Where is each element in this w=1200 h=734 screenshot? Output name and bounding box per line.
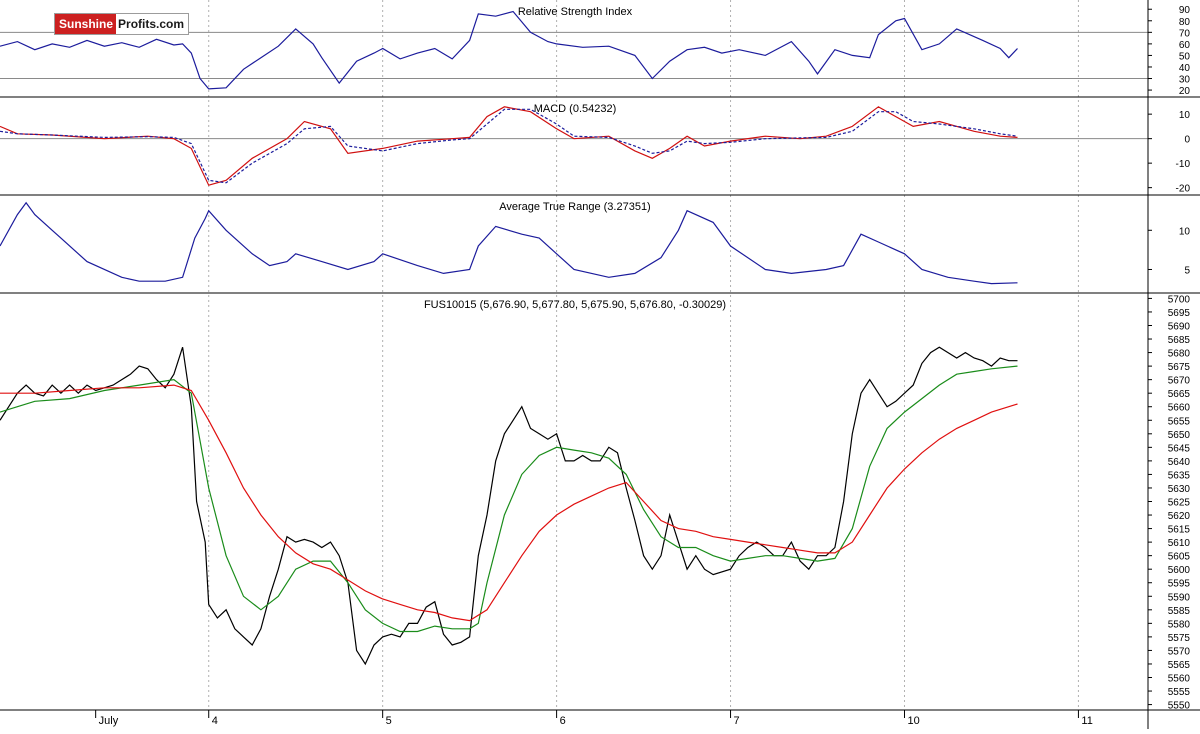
x-tick-label: 6 <box>560 715 566 727</box>
y-tick-label: 5700 <box>1168 294 1191 305</box>
y-tick-label: 5660 <box>1168 403 1191 414</box>
y-tick-label: 5555 <box>1168 687 1191 698</box>
y-tick-label: 5680 <box>1168 349 1191 360</box>
y-tick-label: 10 <box>1179 110 1191 121</box>
y-tick-label: 5695 <box>1168 308 1191 319</box>
panel-title: Relative Strength Index <box>518 6 633 18</box>
y-tick-label: 90 <box>1179 5 1191 16</box>
sunshine-profits-logo: Sunshine Profits.com <box>54 13 190 35</box>
y-tick-label: 5575 <box>1168 633 1191 644</box>
y-tick-label: 5640 <box>1168 457 1191 468</box>
logo-part-profits: Profits.com <box>118 17 185 31</box>
y-tick-label: 30 <box>1179 75 1191 86</box>
y-tick-label: 5580 <box>1168 619 1191 630</box>
x-tick-label: 7 <box>734 715 740 727</box>
y-tick-label: 5615 <box>1168 525 1191 536</box>
y-tick-label: 5690 <box>1168 321 1191 332</box>
price-line <box>0 346 1018 666</box>
y-tick-label: 5595 <box>1168 579 1191 590</box>
y-tick-label: -10 <box>1176 159 1191 170</box>
panel-title: MACD (0.54232) <box>534 103 617 115</box>
y-tick-label: 5570 <box>1168 646 1191 657</box>
long-ma-line <box>0 384 1018 622</box>
y-tick-label: 5600 <box>1168 565 1191 576</box>
y-tick-label: 5620 <box>1168 511 1191 522</box>
panel-title: FUS10015 (5,676.90, 5,677.80, 5,675.90, … <box>424 299 726 311</box>
y-tick-label: -20 <box>1176 184 1191 195</box>
y-tick-label: 50 <box>1179 51 1191 62</box>
y-tick-label: 60 <box>1179 40 1191 51</box>
x-tick-label: 4 <box>212 715 218 727</box>
y-tick-label: 5650 <box>1168 430 1191 441</box>
x-tick-label: 10 <box>907 715 919 727</box>
y-tick-label: 5625 <box>1168 498 1191 509</box>
y-tick-label: 5670 <box>1168 376 1191 387</box>
y-tick-label: 70 <box>1179 28 1191 39</box>
y-tick-label: 5590 <box>1168 592 1191 603</box>
x-tick-label: July <box>99 715 119 727</box>
y-tick-label: 5605 <box>1168 552 1191 563</box>
y-tick-label: 80 <box>1179 17 1191 28</box>
y-tick-label: 5630 <box>1168 484 1191 495</box>
y-tick-label: 40 <box>1179 63 1191 74</box>
atr-line <box>0 201 1018 285</box>
y-tick-label: 5560 <box>1168 674 1191 685</box>
y-tick-label: 5550 <box>1168 701 1191 712</box>
y-tick-label: 5645 <box>1168 443 1191 454</box>
y-tick-label: 5 <box>1184 265 1190 276</box>
macd-signal-line <box>0 108 1018 184</box>
y-tick-label: 0 <box>1184 135 1190 146</box>
x-tick-label: 11 <box>1081 715 1092 727</box>
y-tick-label: 5565 <box>1168 660 1191 671</box>
y-tick-label: 10 <box>1179 226 1191 237</box>
macd-line <box>0 106 1018 186</box>
y-tick-label: 5610 <box>1168 538 1191 549</box>
x-tick-label: 5 <box>386 715 392 727</box>
y-tick-label: 5635 <box>1168 470 1191 481</box>
y-tick-label: 5665 <box>1168 389 1191 400</box>
y-tick-label: 5685 <box>1168 335 1191 346</box>
logo-part-sunshine: Sunshine <box>55 14 117 34</box>
y-tick-label: 5585 <box>1168 606 1191 617</box>
rsi-line <box>0 10 1018 90</box>
short-ma-line <box>0 365 1018 633</box>
panel-title: Average True Range (3.27351) <box>499 201 650 213</box>
y-tick-label: 5655 <box>1168 416 1191 427</box>
y-tick-label: 5675 <box>1168 362 1191 373</box>
y-tick-label: 20 <box>1179 86 1191 97</box>
